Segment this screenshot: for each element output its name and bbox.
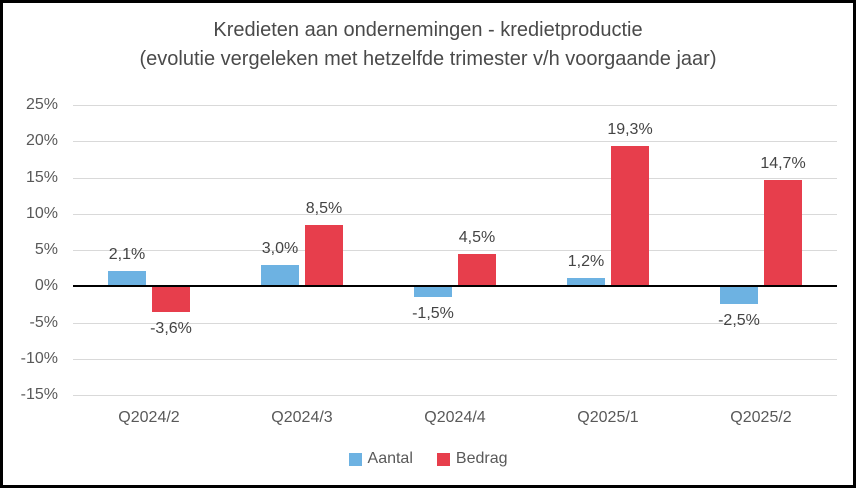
data-label: 4,5%: [458, 229, 496, 246]
category-label: Q2024/4: [424, 409, 486, 426]
y-tick-label: 25%: [25, 96, 58, 113]
data-label: -1,5%: [412, 305, 454, 322]
gridline: [73, 250, 837, 251]
legend-label: Bedrag: [455, 450, 508, 467]
y-tick-label: 10%: [25, 205, 58, 222]
bar-bedrag: [611, 146, 649, 286]
legend-swatch-aantal: [348, 452, 362, 466]
bar-bedrag: [305, 225, 343, 287]
bar-bedrag: [764, 180, 802, 287]
legend-swatch-bedrag: [436, 452, 450, 466]
gridline: [73, 395, 837, 396]
gridline: [73, 105, 837, 106]
y-tick-label: -10%: [20, 350, 58, 367]
gridline: [73, 178, 837, 179]
chart-title: Kredieten aan ondernemingen - kredietpro…: [3, 16, 853, 74]
gridline: [73, 141, 837, 142]
y-tick-label: 20%: [25, 132, 58, 149]
category-label: Q2024/3: [271, 409, 333, 426]
bar-aantal: [414, 286, 452, 297]
y-tick-label: 0%: [34, 277, 58, 294]
legend-item-aantal: Aantal: [348, 450, 413, 468]
chart-title-line-1: Kredieten aan ondernemingen - kredietpro…: [213, 19, 643, 41]
x-axis-line: [73, 285, 837, 287]
data-label: 3,0%: [261, 240, 299, 257]
data-label: 14,7%: [760, 155, 806, 172]
y-tick-label: -5%: [29, 314, 58, 331]
legend: Aantal Bedrag: [3, 450, 853, 468]
data-label: 19,3%: [607, 121, 653, 138]
legend-label: Aantal: [367, 450, 413, 467]
gridline: [73, 323, 837, 324]
y-tick-label: 15%: [25, 169, 58, 186]
bar-bedrag: [458, 254, 496, 287]
gridline: [73, 214, 837, 215]
data-label: 2,1%: [108, 246, 146, 263]
category-label: Q2025/1: [577, 409, 639, 426]
category-label: Q2025/2: [730, 409, 792, 426]
bar-aantal: [108, 271, 146, 286]
data-label: 1,2%: [567, 253, 605, 270]
gridline: [73, 359, 837, 360]
bar-aantal: [567, 278, 605, 287]
bar-aantal: [261, 265, 299, 287]
data-label: -3,6%: [150, 320, 192, 337]
bar-bedrag: [152, 286, 190, 312]
data-label: -2,5%: [718, 312, 760, 329]
category-label: Q2024/2: [118, 409, 180, 426]
bar-aantal: [720, 286, 758, 304]
y-tick-label: -15%: [20, 386, 58, 403]
y-tick-label: 5%: [34, 241, 58, 258]
legend-item-bedrag: Bedrag: [436, 450, 508, 468]
data-label: 8,5%: [305, 200, 343, 217]
chart-title-line-2: (evolutie vergeleken met hetzelfde trime…: [139, 48, 717, 70]
